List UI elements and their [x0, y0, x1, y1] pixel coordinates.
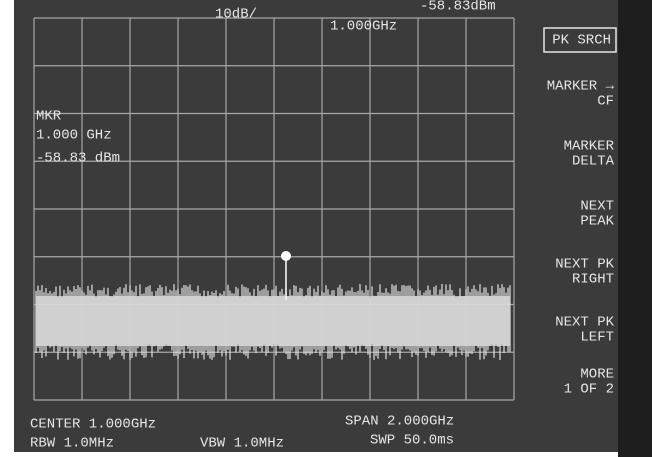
softkey-label: PK SRCH [552, 33, 611, 49]
softkey-label: NEXT PK [555, 257, 614, 273]
marker-amplitude: -58.83 dBm [36, 151, 120, 167]
softkey-label: NEXT [580, 199, 614, 215]
softkey-label: PEAK [580, 214, 614, 230]
marker-dot [281, 251, 291, 261]
center-readout: 1.000GHz [330, 19, 397, 35]
marker-readout: -58.83dBm [420, 0, 496, 15]
softkey-label: RIGHT [572, 272, 614, 288]
softkey-label: MARKER [564, 139, 615, 155]
footer-span: SPAN 2.000GHz [345, 414, 454, 430]
softkey-label: MARKER → [547, 79, 615, 95]
footer-rbw: RBW 1.0MHz [30, 436, 114, 452]
footer-vbw: VBW 1.0MHz [200, 436, 284, 452]
marker-label: MKR [36, 109, 62, 125]
softkey-label: MORE [580, 367, 614, 383]
analyzer-photo: 10dB/ 1.000GHz -58.83dBm MKR 1.000 GHz -… [0, 0, 652, 457]
scale-readout: 10dB/ [215, 7, 257, 23]
marker-frequency: 1.000 GHz [36, 128, 112, 144]
softkey-label: NEXT PK [555, 315, 614, 331]
softkey-label: DELTA [572, 154, 615, 170]
noise-fill [36, 296, 510, 346]
softkey-label: 1 OF 2 [564, 382, 614, 398]
softkey-label: LEFT [580, 330, 614, 346]
softkey-label: CF [597, 94, 614, 110]
footer-center: CENTER 1.000GHz [30, 417, 156, 433]
footer-sweep: SWP 50.0ms [370, 433, 454, 449]
screen [14, 0, 626, 452]
bezel [618, 0, 652, 457]
